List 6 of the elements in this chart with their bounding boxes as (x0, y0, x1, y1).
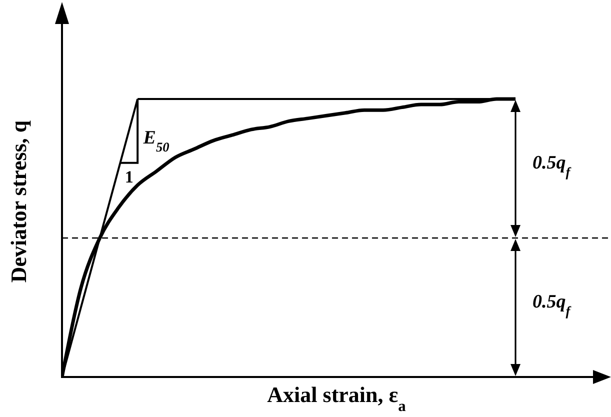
annotation: 0.5q$_{f}$ (532, 152, 572, 179)
annotation: 1 (124, 167, 134, 186)
y-axis-title: Deviator stress, q (6, 120, 31, 283)
annotation: E$_{50}$ (142, 127, 170, 154)
x-axis-title: Axial strain, ε$_{a}$ (267, 382, 406, 414)
annotation: 0.5q$_{f}$ (532, 291, 572, 318)
